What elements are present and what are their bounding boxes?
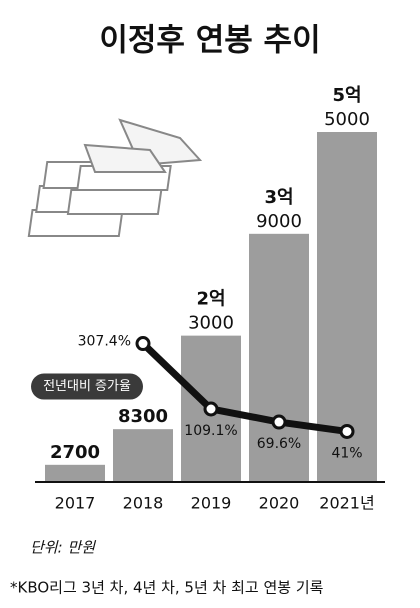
x-tick-label: 2021년	[319, 494, 374, 513]
unit-note: 단위: 만원	[30, 539, 96, 557]
growth-label: 307.4%	[78, 334, 131, 350]
growth-point	[203, 401, 219, 417]
growth-label: 109.1%	[184, 423, 237, 439]
x-tick-label: 2018	[123, 494, 164, 513]
value-label: 5억	[332, 85, 361, 106]
growth-line	[140, 341, 348, 435]
x-tick-label: 2020	[259, 494, 300, 513]
growth-label: 69.6%	[257, 436, 301, 452]
value-label: 2700	[50, 442, 100, 463]
x-tick-label: 2017	[55, 494, 96, 513]
bar	[249, 233, 309, 482]
value-label: 9000	[256, 211, 302, 232]
value-label: 3억	[264, 187, 293, 208]
growth-point	[271, 414, 287, 430]
value-label: 2억	[196, 289, 225, 310]
value-label: 3000	[188, 313, 234, 334]
bar	[317, 132, 377, 482]
bar	[113, 429, 173, 482]
legend-label: 전년대비 증가율	[43, 379, 131, 394]
footnote: *KBO리그 3년 차, 4년 차, 5년 차 최고 연봉 기록	[10, 579, 324, 597]
money-icon	[27, 118, 203, 237]
value-label: 8300	[118, 406, 168, 427]
chart-title: 이정후 연봉 추이	[99, 23, 320, 59]
growth-point	[135, 336, 151, 352]
bar	[45, 464, 105, 482]
growth-label: 41%	[331, 445, 362, 461]
legend-box	[31, 373, 143, 400]
growth-point	[339, 423, 355, 439]
value-label: 5000	[324, 109, 370, 130]
x-tick-label: 2019	[191, 494, 232, 513]
